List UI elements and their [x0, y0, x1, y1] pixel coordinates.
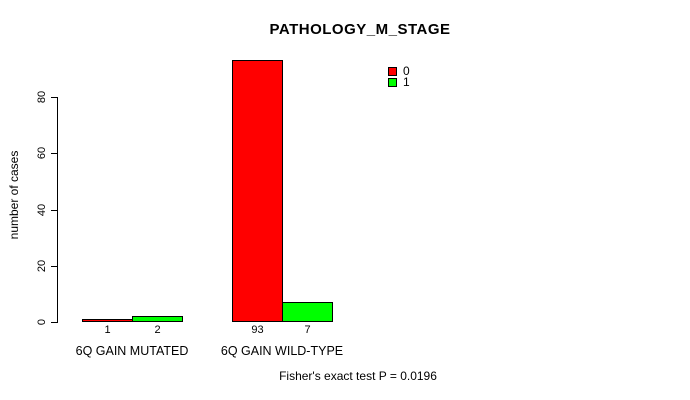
chart-title: PATHOLOGY_M_STAGE — [269, 21, 451, 38]
y-axis-tick-label: 40 — [36, 203, 48, 217]
category-label: 6Q GAIN MUTATED — [75, 344, 189, 358]
category-label: 6Q GAIN WILD-TYPE — [220, 344, 344, 358]
y-axis-title: number of cases — [7, 150, 21, 240]
y-axis-tick-label: 60 — [36, 146, 48, 160]
bar-0 — [82, 319, 133, 322]
legend-label: 1 — [403, 75, 410, 89]
bar-1 — [282, 302, 333, 322]
y-axis-tick — [51, 322, 58, 323]
y-axis-tick-label: 80 — [36, 90, 48, 104]
bar-value-label: 93 — [251, 324, 264, 336]
y-axis-tick — [51, 210, 58, 211]
statistical-test-annotation: Fisher's exact test P = 0.0196 — [279, 369, 437, 383]
legend-entry: 1 — [388, 75, 410, 89]
bar-value-label: 7 — [304, 324, 311, 336]
bar-value-label: 1 — [104, 324, 111, 336]
bar-0 — [232, 60, 283, 322]
y-axis-tick — [51, 97, 58, 98]
bar-value-label: 2 — [154, 324, 161, 336]
legend-entry: 0 — [388, 64, 410, 78]
y-axis-tick-label: 20 — [36, 259, 48, 273]
y-axis-tick-label: 0 — [36, 318, 48, 326]
legend-label: 0 — [403, 64, 410, 78]
legend-swatch-icon — [388, 78, 397, 87]
bar-1 — [132, 316, 183, 322]
y-axis-tick — [51, 266, 58, 267]
legend-swatch-icon — [388, 67, 397, 76]
y-axis-tick — [51, 153, 58, 154]
